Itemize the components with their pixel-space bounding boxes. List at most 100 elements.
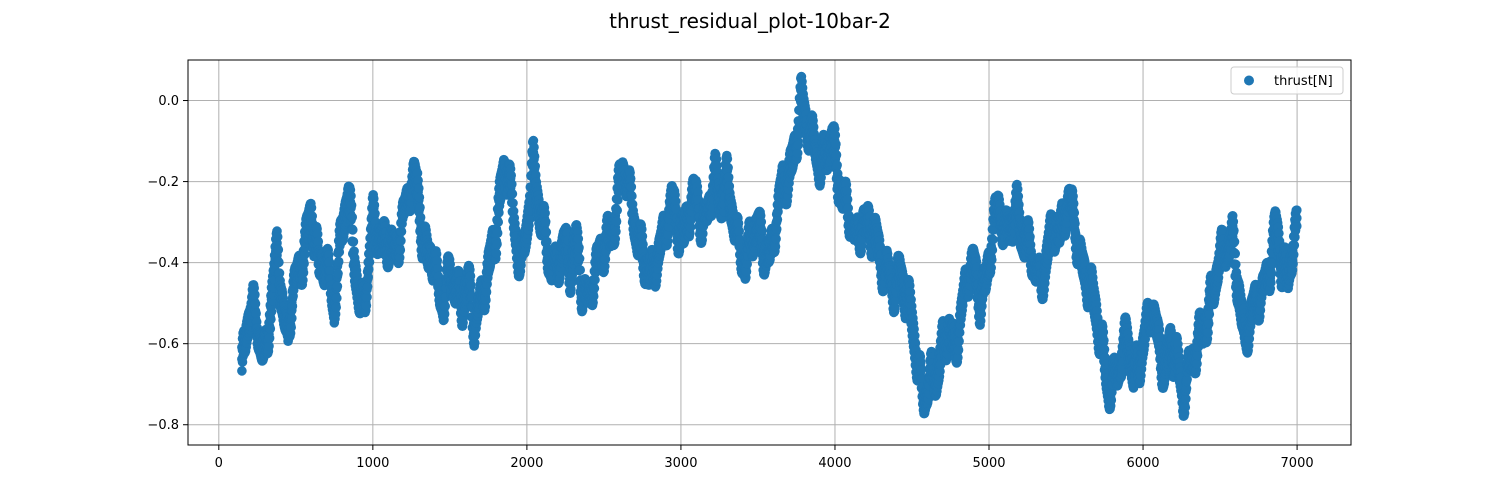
scatter-point: [529, 142, 539, 153]
chart-title: thrust_residual_plot-10bar-2: [609, 9, 891, 33]
scatter-point: [1192, 350, 1203, 361]
scatter-point: [332, 281, 343, 292]
scatter-point: [299, 258, 309, 269]
scatter-point: [612, 205, 622, 216]
scatter-point: [414, 183, 424, 194]
scatter-point: [362, 281, 373, 292]
scatter-point: [272, 232, 283, 242]
scatter-point: [333, 256, 344, 267]
scatter-point: [332, 293, 342, 303]
scatter-point: [440, 301, 451, 312]
scatter-point: [610, 234, 621, 244]
scatter-point: [362, 292, 372, 302]
scatter-point: [1229, 237, 1240, 247]
scatter-point: [415, 202, 425, 213]
scatter-point: [540, 217, 551, 227]
scatter-point: [481, 287, 492, 297]
scatter-point: [638, 239, 648, 250]
scatter-point: [264, 333, 275, 344]
scatter-point: [842, 194, 853, 205]
scatter-point: [842, 186, 852, 196]
scatter-point: [396, 226, 407, 237]
scatter-point: [626, 182, 637, 192]
scatter-point: [395, 245, 406, 255]
scatter-point: [394, 252, 405, 263]
scatter-point: [1228, 216, 1239, 227]
scatter-point: [663, 229, 674, 240]
scatter-point: [574, 253, 585, 264]
scatter-point: [734, 226, 744, 236]
scatter-point: [1229, 225, 1239, 236]
scatter-point: [492, 239, 502, 249]
scatter-point: [470, 330, 481, 341]
scatter-point: [1230, 248, 1240, 259]
scatter-point: [953, 345, 964, 355]
scatter-point: [264, 341, 274, 351]
scatter-point: [348, 236, 359, 247]
scatter-point: [325, 266, 335, 276]
scatter-point: [298, 275, 308, 286]
scatter-point: [465, 271, 476, 281]
scatter-point: [1203, 318, 1214, 329]
scatter-point: [432, 255, 443, 266]
scatter-point: [1098, 327, 1109, 338]
scatter-point: [412, 168, 423, 178]
scatter-point: [987, 245, 998, 255]
scatter-point: [627, 191, 637, 201]
scatter-point: [347, 212, 358, 222]
scatter-point: [831, 150, 842, 160]
scatter-point: [507, 179, 517, 189]
scatter-point: [589, 283, 600, 294]
scatter-point: [1099, 344, 1110, 355]
scatter-point: [364, 264, 374, 275]
scatter-point: [530, 161, 540, 171]
scatter-point: [266, 314, 276, 325]
scatter-point: [637, 231, 648, 242]
scatter-point: [333, 268, 343, 279]
scatter-point: [250, 289, 260, 300]
scatter-point: [625, 173, 636, 184]
scatter-point: [287, 301, 298, 312]
scatter-point: [540, 208, 550, 218]
scatter-point: [600, 261, 610, 272]
scatter-point: [722, 154, 733, 164]
scatter-point: [493, 217, 504, 227]
scatter-point: [611, 226, 621, 237]
scatter-point: [414, 192, 425, 203]
scatter-point: [723, 162, 733, 173]
scatter-point: [415, 212, 426, 223]
scatter-point: [830, 130, 841, 140]
scatter-point: [757, 225, 767, 236]
scatter-point: [987, 255, 997, 265]
scatter-point: [287, 313, 297, 324]
scatter-point: [274, 268, 285, 278]
scatter-point: [506, 170, 516, 181]
scatter-point: [831, 139, 841, 149]
scatter-point: [723, 172, 734, 183]
scatter-point: [363, 272, 374, 283]
scatter-point: [237, 366, 247, 376]
scatter-point: [324, 250, 334, 260]
scatter-point: [832, 160, 842, 170]
scatter-point: [793, 140, 804, 150]
scatter-point: [670, 196, 681, 206]
scatter-point: [364, 257, 375, 267]
scatter-point: [313, 236, 324, 247]
scatter-point: [524, 214, 535, 224]
scatter-point: [413, 175, 423, 186]
scatter-point: [492, 228, 503, 238]
scatter-point: [573, 234, 584, 244]
scatter-point: [988, 234, 998, 245]
scatter-point: [575, 265, 585, 275]
scatter-point: [531, 170, 541, 180]
scatter-point: [541, 227, 552, 237]
scatter-point: [481, 295, 491, 306]
scatter-point: [590, 275, 600, 285]
scatter-point: [508, 198, 518, 208]
scatter-point: [251, 308, 261, 319]
scatter-point: [331, 302, 342, 313]
scatter-point: [1192, 359, 1202, 369]
scatter-point: [1013, 191, 1024, 202]
scatter-point: [396, 236, 406, 246]
